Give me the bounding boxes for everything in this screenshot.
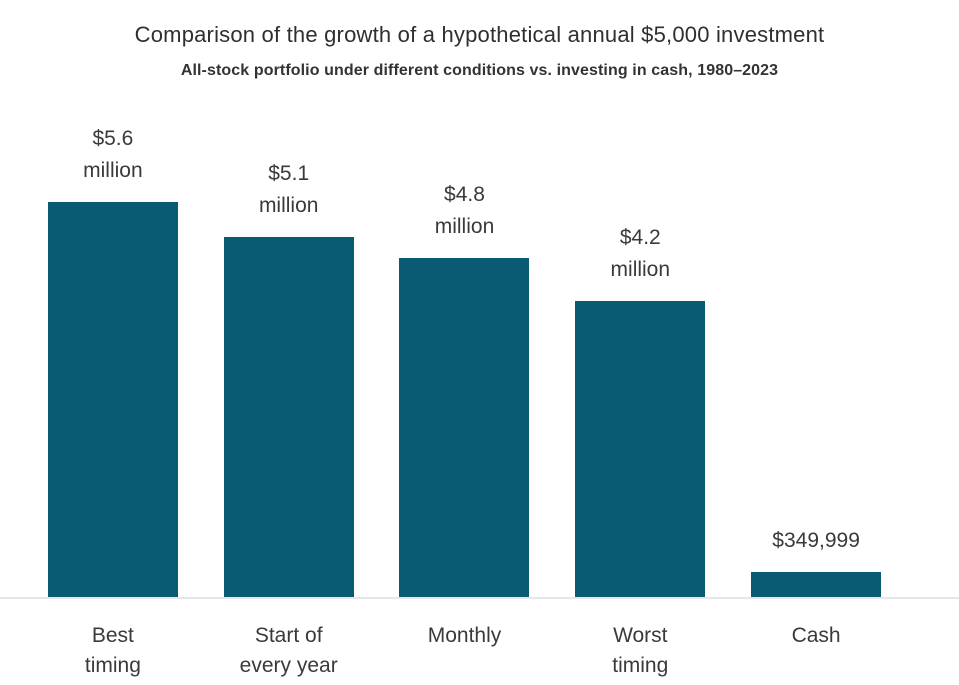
bar-group-best-timing: $5.6 million	[25, 123, 201, 597]
bar-monthly	[399, 258, 530, 597]
bar-value-label: $4.2 million	[610, 226, 671, 281]
bar-group-monthly: $4.8 million	[377, 179, 553, 597]
bar-best-timing	[47, 202, 178, 597]
bar-value-label: $349,999	[772, 528, 860, 552]
chart-subtitle: All-stock portfolio under different cond…	[180, 62, 779, 79]
x-axis-label-best-timing: Best timing	[84, 624, 141, 678]
plot-area: $5.6 million $5.1 million $4.8 million $…	[25, 95, 904, 597]
x-axis-label-cash: Cash	[791, 624, 841, 647]
bar-group-start-of-every-year: $5.1 million	[201, 158, 377, 597]
bar-start-of-every-year	[223, 237, 354, 597]
bar-value-label: $5.6 million	[83, 127, 143, 182]
x-axis: Best timing Start of every year Monthly …	[25, 607, 904, 685]
x-axis-label-start-of-every-year: Start of every year	[239, 624, 338, 678]
chart-header: Comparison of the growth of a hypothetic…	[0, 22, 959, 80]
bar-group-worst-timing: $4.2 million	[552, 222, 728, 597]
x-axis-label-worst-timing: Worst timing	[612, 624, 669, 678]
bar-cash	[751, 572, 882, 597]
x-axis-baseline	[0, 597, 959, 599]
bar-value-label: $5.1 million	[258, 162, 319, 217]
bar-group-cash: $349,999	[728, 525, 904, 597]
chart-title: Comparison of the growth of a hypothetic…	[134, 22, 825, 47]
x-axis-label-monthly: Monthly	[427, 624, 502, 647]
bar-worst-timing	[575, 301, 706, 597]
bar-value-label: $4.8 million	[434, 183, 495, 238]
